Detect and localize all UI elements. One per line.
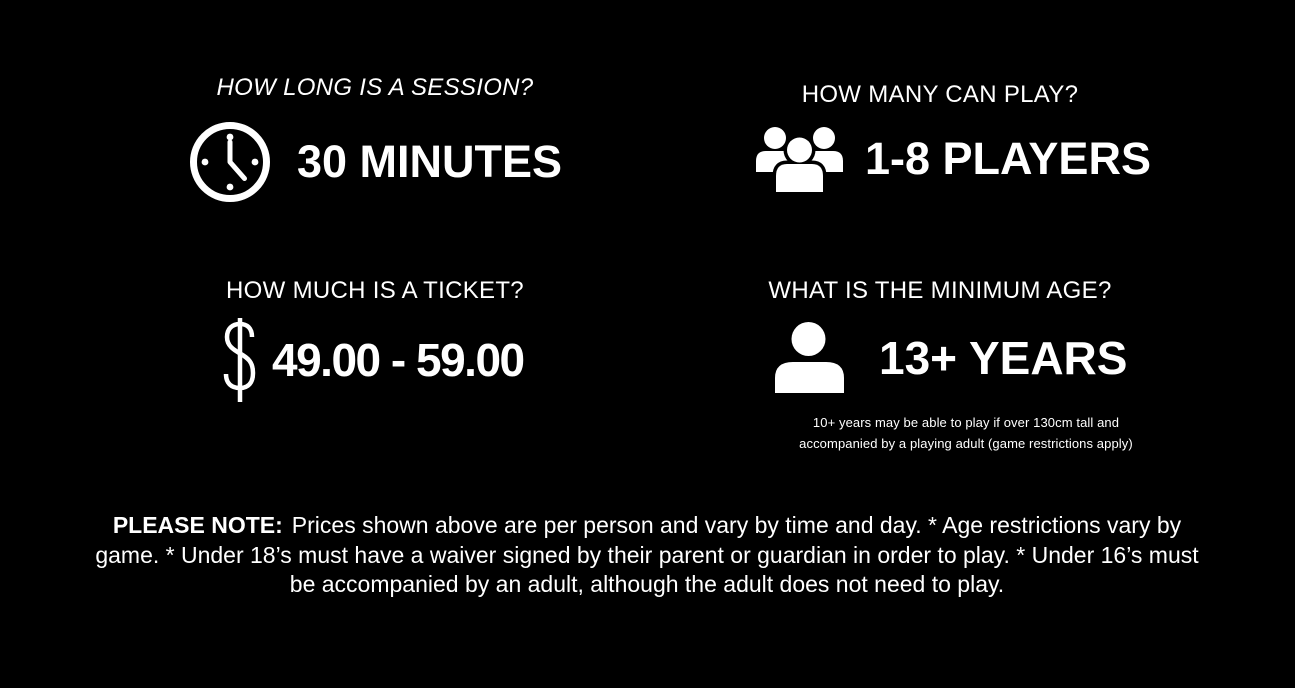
- age-row: 13+ YEARS: [773, 322, 1127, 393]
- footer-note-label: PLEASE NOTE:: [112, 512, 283, 538]
- ticket-heading: HOW MUCH IS A TICKET?: [226, 277, 524, 304]
- session-value: 30 MINUTES: [297, 136, 563, 187]
- footer-note-text: Prices shown above are per person and va…: [95, 512, 1199, 597]
- age-heading: WHAT IS THE MINIMUM AGE?: [768, 277, 1112, 304]
- players-heading: HOW MANY CAN PLAY?: [801, 81, 1079, 108]
- person-icon: [773, 322, 846, 393]
- players-row: 1-8 PLAYERS: [756, 126, 1151, 192]
- age-exception-note: 10+ years may be able to play if over 13…: [799, 415, 1133, 451]
- clock-icon: [189, 121, 271, 203]
- people-group-icon: [756, 126, 843, 192]
- ticket-value: 49.00 - 59.00: [272, 334, 525, 386]
- players-value: 1-8 PLAYERS: [865, 133, 1151, 184]
- dollar-sign-icon: [222, 317, 258, 403]
- session-heading: HOW LONG IS A SESSION?: [216, 74, 534, 101]
- footer-note: PLEASE NOTE: Prices shown above are per p…: [82, 511, 1212, 600]
- age-value: 13+ YEARS: [879, 331, 1128, 384]
- session-row: 30 MINUTES: [189, 121, 562, 203]
- ticket-row: 49.00 - 59.00: [222, 317, 525, 403]
